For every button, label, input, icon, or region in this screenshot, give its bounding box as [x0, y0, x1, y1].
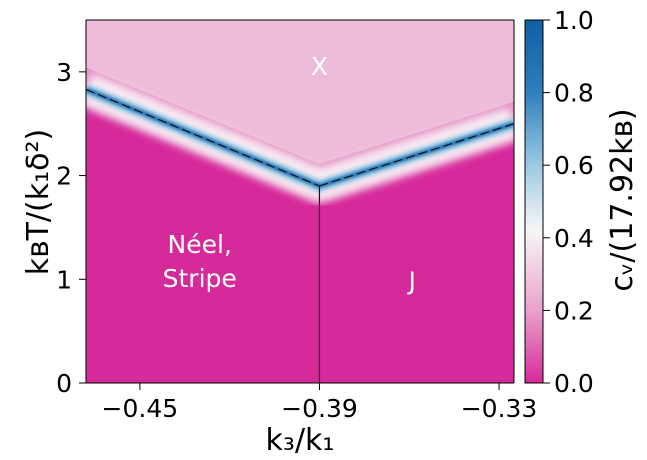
- region-label: X: [311, 52, 328, 81]
- j-boundary-line: [319, 123, 514, 187]
- x-axis-label: k₃/k₁: [266, 423, 335, 458]
- y-tick-label: 2: [56, 162, 72, 191]
- x-tick-label: −0.39: [281, 394, 358, 423]
- neel-stripe-boundary-line: [86, 88, 320, 187]
- x-tick-label: −0.33: [461, 394, 538, 423]
- colorbar-ticks: 0.0 0.2 0.4 0.6 0.8 1.0: [543, 6, 594, 398]
- colorbar-tick-label: 0.4: [554, 224, 594, 253]
- region-labels: X Néel, Stripe J: [163, 52, 416, 296]
- colorbar: 0.0 0.2 0.4 0.6 0.8 1.0 cᵥ/(17.92kʙ): [524, 6, 640, 398]
- colorbar-tick-label: 0.2: [554, 296, 594, 325]
- heatmap-plot-area: [86, 20, 514, 383]
- colorbar-label: cᵥ/(17.92kʙ): [605, 108, 640, 291]
- y-tick-label: 0: [56, 369, 72, 398]
- y-axis-label: kʙT/(k₁δ²): [21, 129, 56, 275]
- y-ticks: 0 1 2 3: [56, 58, 86, 398]
- x-tick-label: −0.45: [102, 394, 179, 423]
- y-tick-label: 1: [56, 265, 72, 294]
- colorbar-tick-label: 0.8: [554, 79, 594, 108]
- y-tick-label: 3: [56, 58, 72, 87]
- x-ticks: −0.45 −0.39 −0.33: [102, 383, 538, 423]
- colorbar-tick-label: 1.0: [554, 6, 594, 35]
- region-label: J: [407, 267, 416, 296]
- colorbar-tick-label: 0.0: [554, 369, 594, 398]
- phase-boundaries: [86, 88, 514, 383]
- axes: −0.45 −0.39 −0.33 0 1 2 3 k₃/k₁ kʙT/(k₁δ²): [21, 19, 538, 458]
- region-label: Néel, Stripe: [163, 230, 237, 293]
- colorbar-tick-label: 0.6: [554, 151, 594, 180]
- heatmap-upper-region-lighter: [86, 20, 514, 164]
- colorbar-gradient: [524, 19, 544, 384]
